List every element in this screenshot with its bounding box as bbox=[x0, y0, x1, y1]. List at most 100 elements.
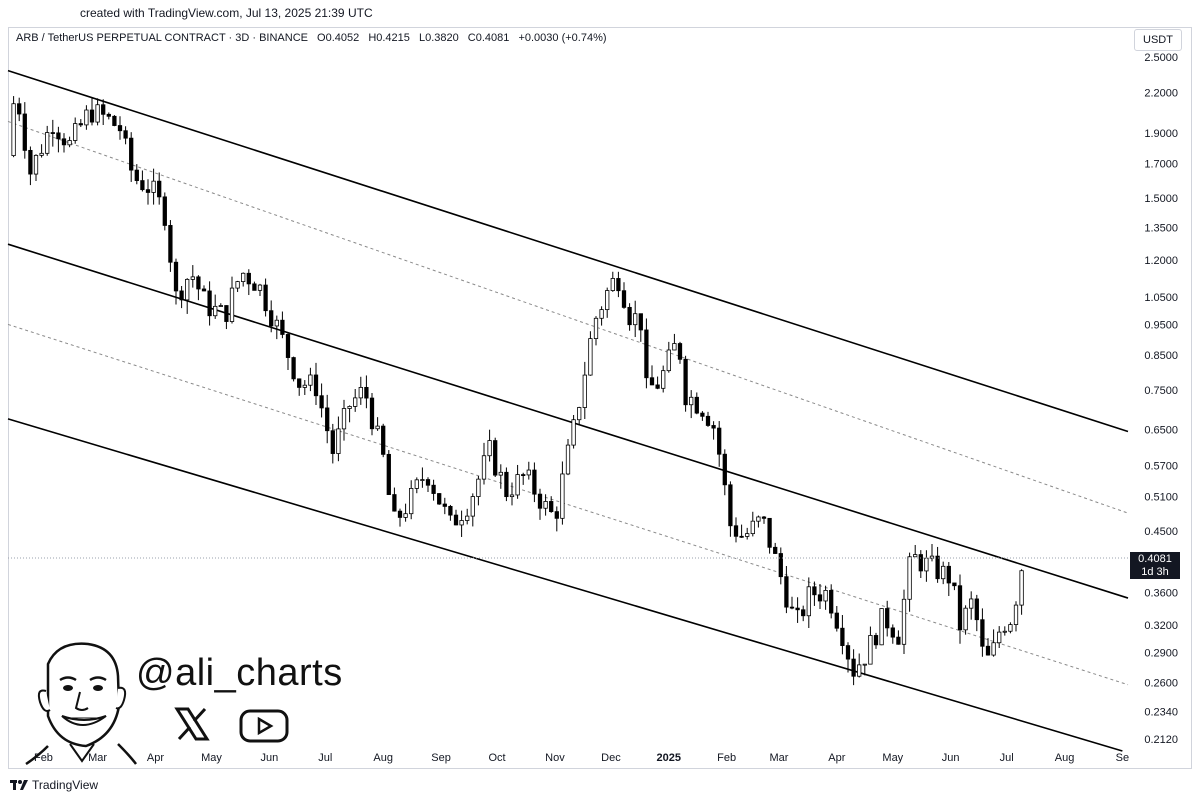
candle-down bbox=[285, 334, 291, 358]
channel-lower-mid-line[interactable] bbox=[7, 323, 1129, 686]
candle-up bbox=[862, 663, 867, 666]
currency-button[interactable]: USDT bbox=[1134, 29, 1182, 51]
candle-down bbox=[694, 396, 699, 414]
candle-down bbox=[168, 225, 173, 263]
y-tick-label: 0.5700 bbox=[1144, 461, 1178, 473]
candle-down bbox=[364, 386, 369, 399]
candle-up bbox=[11, 103, 16, 156]
candle-down bbox=[532, 469, 537, 495]
watermark-handle: @ali_charts bbox=[136, 652, 343, 694]
candle-down bbox=[980, 619, 985, 647]
channel-lines bbox=[7, 69, 1129, 752]
candle-up bbox=[213, 305, 218, 317]
candle-up bbox=[565, 444, 571, 475]
candle-up bbox=[39, 152, 44, 156]
candle-down bbox=[252, 283, 257, 291]
candle-up bbox=[45, 132, 50, 154]
candle-down bbox=[677, 343, 683, 360]
candle-down bbox=[431, 484, 436, 494]
candle-down bbox=[369, 397, 375, 430]
candle-down bbox=[537, 493, 543, 509]
candle-up bbox=[1008, 624, 1013, 632]
candle-up bbox=[901, 598, 907, 645]
candle-down bbox=[313, 374, 319, 397]
candle-up bbox=[302, 384, 307, 388]
last-price-tag: 0.4081 1d 3h bbox=[1130, 552, 1180, 579]
candle-down bbox=[319, 395, 324, 409]
candle-down bbox=[952, 582, 957, 587]
bar-countdown: 1d 3h bbox=[1141, 566, 1169, 578]
candle-down bbox=[845, 645, 851, 660]
candle-down bbox=[78, 123, 83, 126]
symbol-name[interactable]: ARB / TetherUS PERPETUAL CONTRACT · 3D ·… bbox=[16, 32, 308, 44]
candle-up bbox=[756, 516, 761, 522]
x-tick-label: Jul bbox=[1000, 752, 1014, 764]
last-price-value: 0.4081 bbox=[1138, 553, 1172, 565]
candle-up bbox=[879, 608, 884, 646]
candle-down bbox=[207, 290, 212, 317]
y-tick-label: 0.2600 bbox=[1144, 678, 1178, 690]
tradingview-brand: TradingView bbox=[32, 778, 99, 792]
ohlc-high: H0.4215 bbox=[368, 32, 410, 44]
y-tick-label: 1.2000 bbox=[1144, 255, 1178, 267]
candle-up bbox=[190, 276, 195, 280]
candle-up bbox=[526, 469, 531, 476]
avatar-illustration bbox=[25, 642, 137, 766]
candle-down bbox=[117, 125, 123, 132]
y-tick-label: 1.7000 bbox=[1144, 159, 1178, 171]
channel-upper-line[interactable] bbox=[7, 69, 1129, 433]
x-tick-label: Dec bbox=[601, 752, 621, 764]
candle-up bbox=[907, 556, 912, 600]
candle-up bbox=[997, 631, 1002, 644]
symbol-legend[interactable]: ARB / TetherUS PERPETUAL CONTRACT · 3D ·… bbox=[16, 32, 613, 44]
candle-down bbox=[145, 189, 151, 193]
candle-down bbox=[896, 636, 901, 645]
candle-down bbox=[61, 138, 67, 146]
candle-up bbox=[73, 123, 78, 141]
x-tick-label: Jul bbox=[318, 752, 332, 764]
candle-down bbox=[291, 357, 296, 380]
candle-up bbox=[1002, 630, 1007, 633]
tradingview-footer-logo[interactable]: TradingView bbox=[10, 778, 98, 792]
candle-up bbox=[941, 565, 946, 580]
candle-up bbox=[241, 272, 246, 283]
candle-down bbox=[655, 384, 660, 389]
candle-down bbox=[162, 196, 167, 226]
candle-up bbox=[151, 180, 156, 193]
candle-up bbox=[336, 428, 341, 454]
candle-up bbox=[476, 478, 481, 497]
candle-up bbox=[403, 513, 408, 518]
candle-up bbox=[95, 104, 100, 123]
candle-down bbox=[17, 103, 22, 115]
candle-up bbox=[750, 520, 755, 535]
candle-down bbox=[817, 594, 823, 602]
x-tick-label: Mar bbox=[769, 752, 788, 764]
candle-down bbox=[778, 553, 783, 578]
candle-up bbox=[257, 284, 263, 291]
candle-down bbox=[179, 290, 184, 301]
y-tick-label: 0.3600 bbox=[1144, 588, 1178, 600]
channel-middle-line[interactable] bbox=[7, 243, 1129, 599]
candle-up bbox=[969, 598, 974, 609]
candle-down bbox=[834, 612, 839, 629]
candles bbox=[11, 96, 1024, 686]
candle-down bbox=[123, 130, 128, 139]
channel-lower-line[interactable] bbox=[7, 418, 1123, 752]
x-logo-icon bbox=[174, 707, 210, 741]
x-tick-label: Mar bbox=[88, 752, 107, 764]
candle-down bbox=[705, 415, 711, 426]
x-tick-label: 2025 bbox=[657, 752, 681, 764]
candle-down bbox=[700, 412, 705, 417]
candle-up bbox=[666, 349, 671, 372]
candle-up bbox=[963, 607, 968, 631]
candle-up bbox=[498, 471, 503, 476]
y-tick-label: 2.5000 bbox=[1144, 52, 1178, 64]
candle-down bbox=[549, 501, 554, 513]
candle-down bbox=[425, 479, 431, 486]
x-tick-label: Oct bbox=[489, 752, 506, 764]
candle-up bbox=[347, 406, 352, 409]
candle-down bbox=[711, 425, 716, 429]
candle-down bbox=[885, 608, 890, 629]
candle-down bbox=[739, 535, 744, 538]
